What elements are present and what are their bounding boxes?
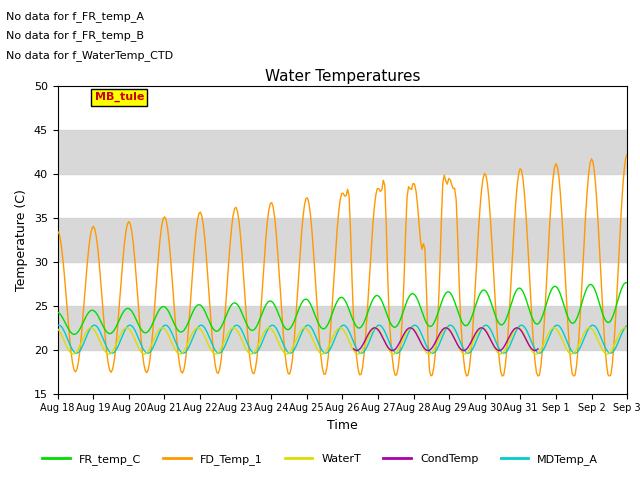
- Text: No data for f_FR_temp_A: No data for f_FR_temp_A: [6, 11, 145, 22]
- Legend: FR_temp_C, FD_Temp_1, WaterT, CondTemp, MDTemp_A: FR_temp_C, FD_Temp_1, WaterT, CondTemp, …: [37, 450, 603, 469]
- Y-axis label: Temperature (C): Temperature (C): [15, 189, 28, 291]
- X-axis label: Time: Time: [327, 419, 358, 432]
- Bar: [58, 306, 627, 350]
- Text: No data for f_WaterTemp_CTD: No data for f_WaterTemp_CTD: [6, 49, 173, 60]
- Text: MB_tule: MB_tule: [95, 92, 144, 103]
- Bar: [58, 218, 627, 262]
- Title: Water Temperatures: Water Temperatures: [265, 69, 420, 84]
- Bar: [58, 130, 627, 174]
- Text: No data for f_FR_temp_B: No data for f_FR_temp_B: [6, 30, 145, 41]
